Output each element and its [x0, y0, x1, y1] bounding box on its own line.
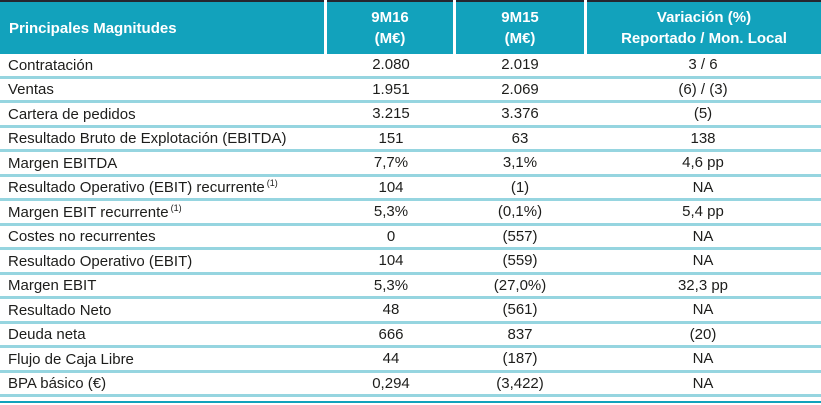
row-label: Margen EBIT [8, 277, 97, 295]
row-label: Resultado Operativo (EBIT) [8, 252, 193, 270]
table-row: Deuda neta 666 837 (20) [0, 324, 821, 348]
row-label: Deuda neta [8, 326, 86, 344]
value-variation: 3 / 6 [688, 56, 718, 74]
value-variation: NA [692, 374, 714, 392]
value-9m16: 104 [378, 252, 404, 270]
row-label: Flujo de Caja Libre [8, 350, 134, 368]
row-label: Margen EBITDA [8, 154, 118, 172]
table-row: Resultado Neto 48 (561) NA [0, 299, 821, 324]
table-header-row: Principales Magnitudes 9M16 (M€) 9M15 (M… [0, 0, 821, 54]
value-9m15: 3.376 [501, 105, 539, 123]
header-9m15-period: 9M15 [501, 9, 539, 26]
value-9m16: 0,294 [372, 374, 410, 392]
value-9m15: 2.069 [501, 80, 539, 98]
header-9m15-unit: (M€) [504, 30, 536, 47]
header-cell-variacion: Variación (%) Reportado / Mon. Local [587, 0, 821, 54]
table-row: Resultado Operativo (EBIT) recurrente (1)… [0, 177, 821, 201]
table-row: BPA básico (€) 0,294 (3,422) NA [0, 373, 821, 397]
value-9m16: 104 [378, 178, 404, 196]
value-9m15: 3,1% [502, 154, 538, 172]
table-title: Principales Magnitudes [9, 19, 177, 37]
row-label: BPA básico (€) [8, 375, 107, 393]
footnote-marker: (1) [170, 202, 182, 213]
header-cell-9m15: 9M15 (M€) [456, 0, 584, 54]
row-label: Costes no recurrentes [8, 228, 156, 246]
value-9m16: 7,7% [373, 154, 409, 172]
value-9m15: (1) [510, 178, 530, 196]
value-9m15: (561) [502, 301, 538, 319]
header-9m16-period: 9M16 [371, 9, 409, 26]
header-cell-principales-magnitudes: Principales Magnitudes [0, 0, 324, 54]
value-9m16: 2.080 [372, 56, 410, 74]
value-9m16: 3.215 [372, 105, 410, 123]
value-9m15: (0,1%) [497, 203, 543, 221]
row-label: Resultado Operativo (EBIT) recurrente (1) [8, 178, 278, 197]
table-row: Flujo de Caja Libre 44 (187) NA [0, 348, 821, 373]
value-9m16: 44 [382, 350, 400, 368]
value-9m15: 837 [507, 325, 533, 343]
table-row: Margen EBITDA 7,7% 3,1% 4,6 pp [0, 152, 821, 177]
table-row: Margen EBIT 5,3% (27,0%) 32,3 pp [0, 275, 821, 299]
value-9m16: 5,3% [373, 203, 409, 221]
value-9m16: 5,3% [373, 276, 409, 294]
header-9m16-unit: (M€) [374, 30, 406, 47]
value-9m16: 666 [378, 325, 404, 343]
row-label: Cartera de pedidos [8, 105, 136, 123]
table-body: Contratación 2.080 2.019 3 / 6 Ventas 1.… [0, 54, 821, 397]
table-row: Ventas 1.951 2.069 (6) / (3) [0, 79, 821, 103]
value-9m15: (3,422) [496, 374, 544, 392]
header-variacion-subtitle: Reportado / Mon. Local [621, 30, 787, 47]
row-label: Resultado Bruto de Explotación (EBITDA) [8, 130, 287, 148]
value-variation: (5) [693, 105, 713, 123]
row-label: Resultado Neto [8, 301, 112, 319]
table-row: Resultado Operativo (EBIT) 104 (559) NA [0, 250, 821, 275]
value-variation: 4,6 pp [682, 154, 724, 172]
table-row: Resultado Bruto de Explotación (EBITDA) … [0, 128, 821, 152]
value-variation: 5,4 pp [682, 203, 724, 221]
value-variation: (20) [689, 325, 717, 343]
value-9m16: 1.951 [372, 80, 410, 98]
value-variation: (6) / (3) [678, 80, 728, 98]
row-label: Contratación [8, 56, 94, 74]
table-row: Costes no recurrentes 0 (557) NA [0, 226, 821, 250]
value-variation: 138 [690, 129, 716, 147]
value-9m15: (557) [502, 227, 538, 245]
value-variation: NA [692, 301, 714, 319]
table-row: Margen EBIT recurrente (1) 5,3% (0,1%) 5,… [0, 201, 821, 226]
row-label: Ventas [8, 81, 54, 99]
value-9m15: 2.019 [501, 56, 539, 74]
value-9m15: (187) [502, 350, 538, 368]
value-variation: NA [692, 350, 714, 368]
value-9m16: 0 [386, 227, 396, 245]
table-row: Cartera de pedidos 3.215 3.376 (5) [0, 103, 821, 128]
value-9m15: 63 [511, 129, 529, 147]
value-variation: NA [692, 178, 714, 196]
header-cell-9m16: 9M16 (M€) [327, 0, 453, 54]
value-9m16: 151 [378, 129, 404, 147]
value-9m16: 48 [382, 301, 400, 319]
value-9m15: (27,0%) [493, 276, 547, 294]
value-variation: NA [692, 252, 714, 270]
value-variation: NA [692, 227, 714, 245]
footnote-marker: (1) [266, 178, 278, 189]
header-variacion-title: Variación (%) [656, 9, 752, 26]
bottom-accent-line [0, 401, 821, 403]
row-label: Margen EBIT recurrente (1) [8, 202, 182, 221]
value-9m15: (559) [502, 252, 538, 270]
value-variation: 32,3 pp [677, 276, 729, 294]
table-row: Contratación 2.080 2.019 3 / 6 [0, 54, 821, 79]
